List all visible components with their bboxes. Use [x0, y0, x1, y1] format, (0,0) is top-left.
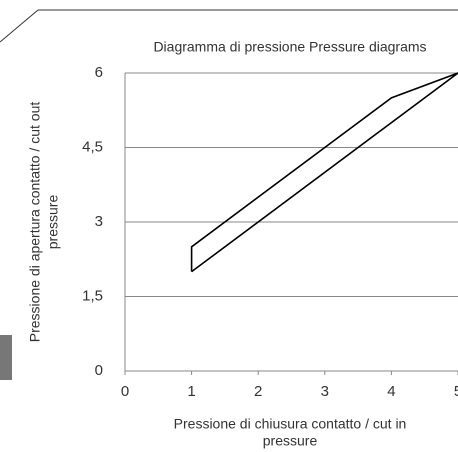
y-axis-label: pressure [45, 195, 61, 250]
x-tick-label: 1 [187, 383, 195, 400]
y-tick-label: 6 [95, 64, 103, 81]
y-axis-label-group: Pressione di apertura contatto / cut out… [27, 102, 61, 343]
x-tick-label: 4 [387, 383, 395, 400]
x-tick-label: 0 [121, 383, 129, 400]
y-tick-label: 1,5 [82, 287, 103, 304]
frame-corner [0, 9, 39, 43]
y-axis-label: Pressione di apertura contatto / cut out [27, 102, 43, 343]
y-tick-label: 0 [95, 362, 103, 379]
device-photo-fragment [0, 335, 12, 380]
y-tick-label: 3 [95, 213, 103, 230]
x-tick-label: 5 [454, 383, 458, 400]
y-tick-label: 4,5 [82, 138, 103, 155]
chart-title: Diagramma di pressione Pressure diagrams [153, 39, 426, 55]
x-tick-label: 2 [254, 383, 262, 400]
x-axis-label: pressure [263, 433, 318, 449]
series-line [190, 72, 458, 273]
x-axis-label: Pressione di chiusura contatto / cut in [174, 416, 407, 432]
x-tick-label: 3 [321, 383, 329, 400]
